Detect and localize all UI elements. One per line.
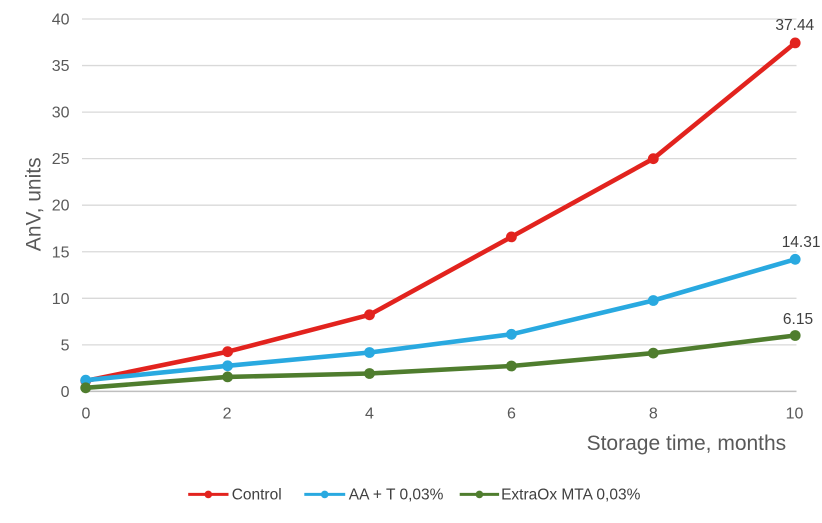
svg-text:8: 8 (649, 406, 658, 423)
svg-text:2: 2 (223, 406, 232, 423)
svg-text:0: 0 (81, 406, 90, 423)
svg-text:30: 30 (52, 105, 70, 122)
svg-text:37.44: 37.44 (775, 17, 814, 34)
svg-text:0: 0 (61, 384, 70, 401)
svg-text:6: 6 (507, 406, 516, 423)
svg-text:Storage time, months: Storage time, months (587, 432, 787, 455)
svg-text:AA + T 0,03%: AA + T 0,03% (349, 487, 444, 504)
svg-text:5: 5 (61, 337, 70, 354)
svg-text:AnV, units: AnV, units (23, 157, 46, 251)
svg-text:Control: Control (232, 487, 282, 504)
svg-text:20: 20 (52, 198, 70, 215)
svg-text:14.31: 14.31 (782, 234, 821, 251)
svg-text:35: 35 (52, 58, 70, 75)
svg-text:10: 10 (52, 291, 70, 308)
svg-text:ExtraOx MTA 0,03%: ExtraOx MTA 0,03% (501, 487, 640, 504)
svg-text:25: 25 (52, 151, 70, 168)
svg-text:40: 40 (52, 12, 70, 29)
svg-text:6.15: 6.15 (783, 311, 813, 328)
svg-text:4: 4 (365, 406, 374, 423)
svg-text:10: 10 (786, 406, 804, 423)
svg-text:15: 15 (52, 244, 70, 261)
